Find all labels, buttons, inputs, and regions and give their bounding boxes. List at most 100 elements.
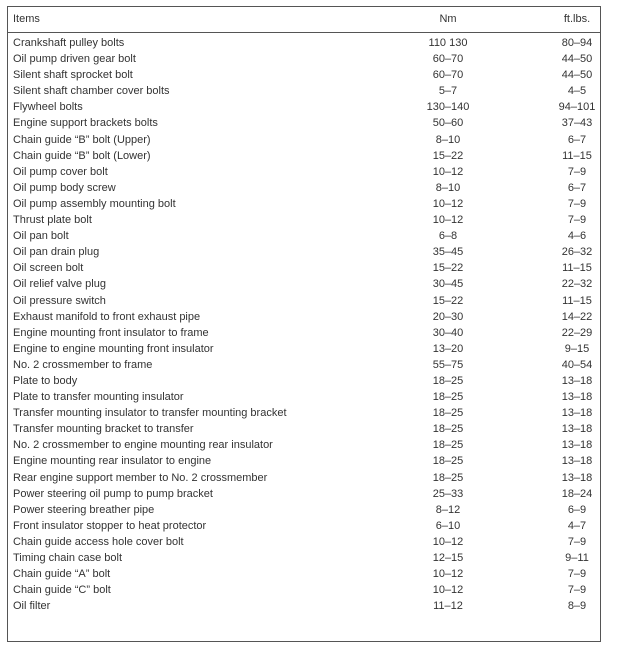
table-row: Engine support brackets bolts 50–60 37–43 xyxy=(8,115,600,131)
table-row: Oil pump driven gear bolt 60–70 44–50 xyxy=(8,51,600,67)
table-row: Rear engine support member to No. 2 cros… xyxy=(8,470,600,486)
table-header: Items Nm ft.lbs. xyxy=(8,7,600,33)
nm-value: 18–25 xyxy=(432,471,464,484)
item-name: Transfer mounting insulator to transfer … xyxy=(13,407,287,420)
nm-value: 20–30 xyxy=(432,310,464,323)
item-name: Oil pump assembly mounting bolt xyxy=(13,197,176,210)
ftlbs-value: 7–9 xyxy=(567,214,587,227)
item-name: Thrust plate bolt xyxy=(13,214,92,227)
item-name: Silent shaft sprocket bolt xyxy=(13,69,133,82)
nm-value: 18–25 xyxy=(432,407,464,420)
table-row: Engine mounting front insulator to frame… xyxy=(8,325,600,341)
nm-value: 18–25 xyxy=(432,455,464,468)
nm-value: 60–70 xyxy=(432,53,464,66)
table-row: Timing chain case bolt 12–15 9–11 xyxy=(8,550,600,566)
nm-value: 25–33 xyxy=(432,487,464,500)
ftlbs-value: 13–18 xyxy=(561,391,593,404)
nm-value: 18–25 xyxy=(432,374,464,387)
item-name: Chain guide “B” bolt (Lower) xyxy=(13,149,151,162)
item-name: Engine mounting front insulator to frame xyxy=(13,326,209,339)
ftlbs-value: 44–50 xyxy=(561,69,593,82)
table-row: Thrust plate bolt 10–12 7–9 xyxy=(8,212,600,228)
table-row: Oil pan drain plug 35–45 26–32 xyxy=(8,244,600,260)
ftlbs-value: 14–22 xyxy=(561,310,593,323)
table-row: Oil pump assembly mounting bolt 10–12 7–9 xyxy=(8,196,600,212)
nm-value: 15–22 xyxy=(432,262,464,275)
nm-value: 130–140 xyxy=(426,101,470,114)
table-row: Oil pressure switch 15–22 11–15 xyxy=(8,293,600,309)
ftlbs-value: 22–29 xyxy=(561,326,593,339)
item-name: Plate to body xyxy=(13,374,78,387)
item-name: Chain guide access hole cover bolt xyxy=(13,535,184,548)
ftlbs-value: 7–9 xyxy=(567,535,587,548)
item-name: Engine to engine mounting front insulato… xyxy=(13,342,214,355)
ftlbs-value: 9–15 xyxy=(564,342,590,355)
table-row: Chain guide “B” bolt (Upper) 8–10 6–7 xyxy=(8,132,600,148)
ftlbs-value: 13–18 xyxy=(561,471,593,484)
table-row: Chain guide “B” bolt (Lower) 15–22 11–15 xyxy=(8,148,600,164)
ftlbs-value: 6–7 xyxy=(567,181,587,194)
item-name: Plate to transfer mounting insulator xyxy=(13,391,184,404)
item-name: No. 2 crossmember to engine mounting rea… xyxy=(13,439,273,452)
header-nm: Nm xyxy=(439,13,457,25)
ftlbs-value: 22–32 xyxy=(561,278,593,291)
nm-value: 10–12 xyxy=(432,165,464,178)
item-name: Oil pressure switch xyxy=(13,294,106,307)
header-items: Items xyxy=(13,13,40,25)
ftlbs-value: 4–7 xyxy=(567,519,587,532)
ftlbs-value: 6–7 xyxy=(567,133,587,146)
item-name: Oil pump driven gear bolt xyxy=(13,53,136,66)
nm-value: 55–75 xyxy=(432,358,464,371)
nm-value: 8–12 xyxy=(435,503,461,516)
nm-value: 12–15 xyxy=(432,552,464,564)
nm-value: 10–12 xyxy=(432,214,464,227)
ftlbs-value: 26–32 xyxy=(561,246,593,259)
nm-value: 18–25 xyxy=(432,423,464,436)
table-row: Power steering oil pump to pump bracket 2… xyxy=(8,486,600,502)
nm-value: 10–12 xyxy=(432,535,464,548)
item-name: Chain guide “A” bolt xyxy=(13,568,111,581)
nm-value: 30–40 xyxy=(432,326,464,339)
nm-value: 13–20 xyxy=(432,342,464,355)
ftlbs-value: 13–18 xyxy=(561,455,593,468)
table-row: Exhaust manifold to front exhaust pipe 20… xyxy=(8,309,600,325)
ftlbs-value: 7–9 xyxy=(567,165,587,178)
table-row: Crankshaft pulley bolts 110 130 80–94 xyxy=(8,35,600,51)
ftlbs-value: 13–18 xyxy=(561,423,593,436)
item-name: Power steering oil pump to pump bracket xyxy=(13,487,213,500)
table-row: Oil relief valve plug 30–45 22–32 xyxy=(8,276,600,292)
nm-value: 30–45 xyxy=(432,278,464,291)
ftlbs-value: 6–9 xyxy=(567,503,587,516)
item-name: Timing chain case bolt xyxy=(13,552,123,564)
item-name: Oil screen bolt xyxy=(13,262,84,275)
table-row: Transfer mounting bracket to transfer 18–… xyxy=(8,421,600,437)
table-row: Plate to body 18–25 13–18 xyxy=(8,373,600,389)
table-row: No. 2 crossmember to frame 55–75 40–54 xyxy=(8,357,600,373)
nm-value: 11–12 xyxy=(433,600,463,613)
table-row: No. 2 crossmember to engine mounting rea… xyxy=(8,437,600,453)
nm-value: 8–10 xyxy=(435,133,461,146)
table-row: Oil pump cover bolt 10–12 7–9 xyxy=(8,164,600,180)
ftlbs-value: 11–15 xyxy=(562,149,592,162)
table-row: Front insulator stopper to heat protecto… xyxy=(8,518,600,534)
table-row: Transfer mounting insulator to transfer … xyxy=(8,405,600,421)
nm-value: 50–60 xyxy=(432,117,464,130)
item-name: Engine mounting rear insulator to engine xyxy=(13,455,212,468)
item-name: Oil relief valve plug xyxy=(13,278,106,291)
ftlbs-value: 11–15 xyxy=(562,294,592,307)
item-name: Flywheel bolts xyxy=(13,101,83,114)
ftlbs-value: 11–15 xyxy=(562,262,592,275)
item-name: Power steering breather pipe xyxy=(13,503,155,516)
item-name: Oil pan drain plug xyxy=(13,246,100,259)
nm-value: 35–45 xyxy=(432,246,464,259)
ftlbs-value: 40–54 xyxy=(561,358,593,371)
ftlbs-value: 9–11 xyxy=(565,552,589,564)
item-name: Oil pan bolt xyxy=(13,230,69,243)
table-row: Oil pan bolt 6–8 4–6 xyxy=(8,228,600,244)
item-name: Front insulator stopper to heat protecto… xyxy=(13,519,207,532)
nm-value: 6–8 xyxy=(438,230,458,243)
table-row: Engine to engine mounting front insulato… xyxy=(8,341,600,357)
item-name: Crankshaft pulley bolts xyxy=(13,37,125,49)
item-name: Exhaust manifold to front exhaust pipe xyxy=(13,310,201,323)
ftlbs-value: 8–9 xyxy=(567,600,587,613)
